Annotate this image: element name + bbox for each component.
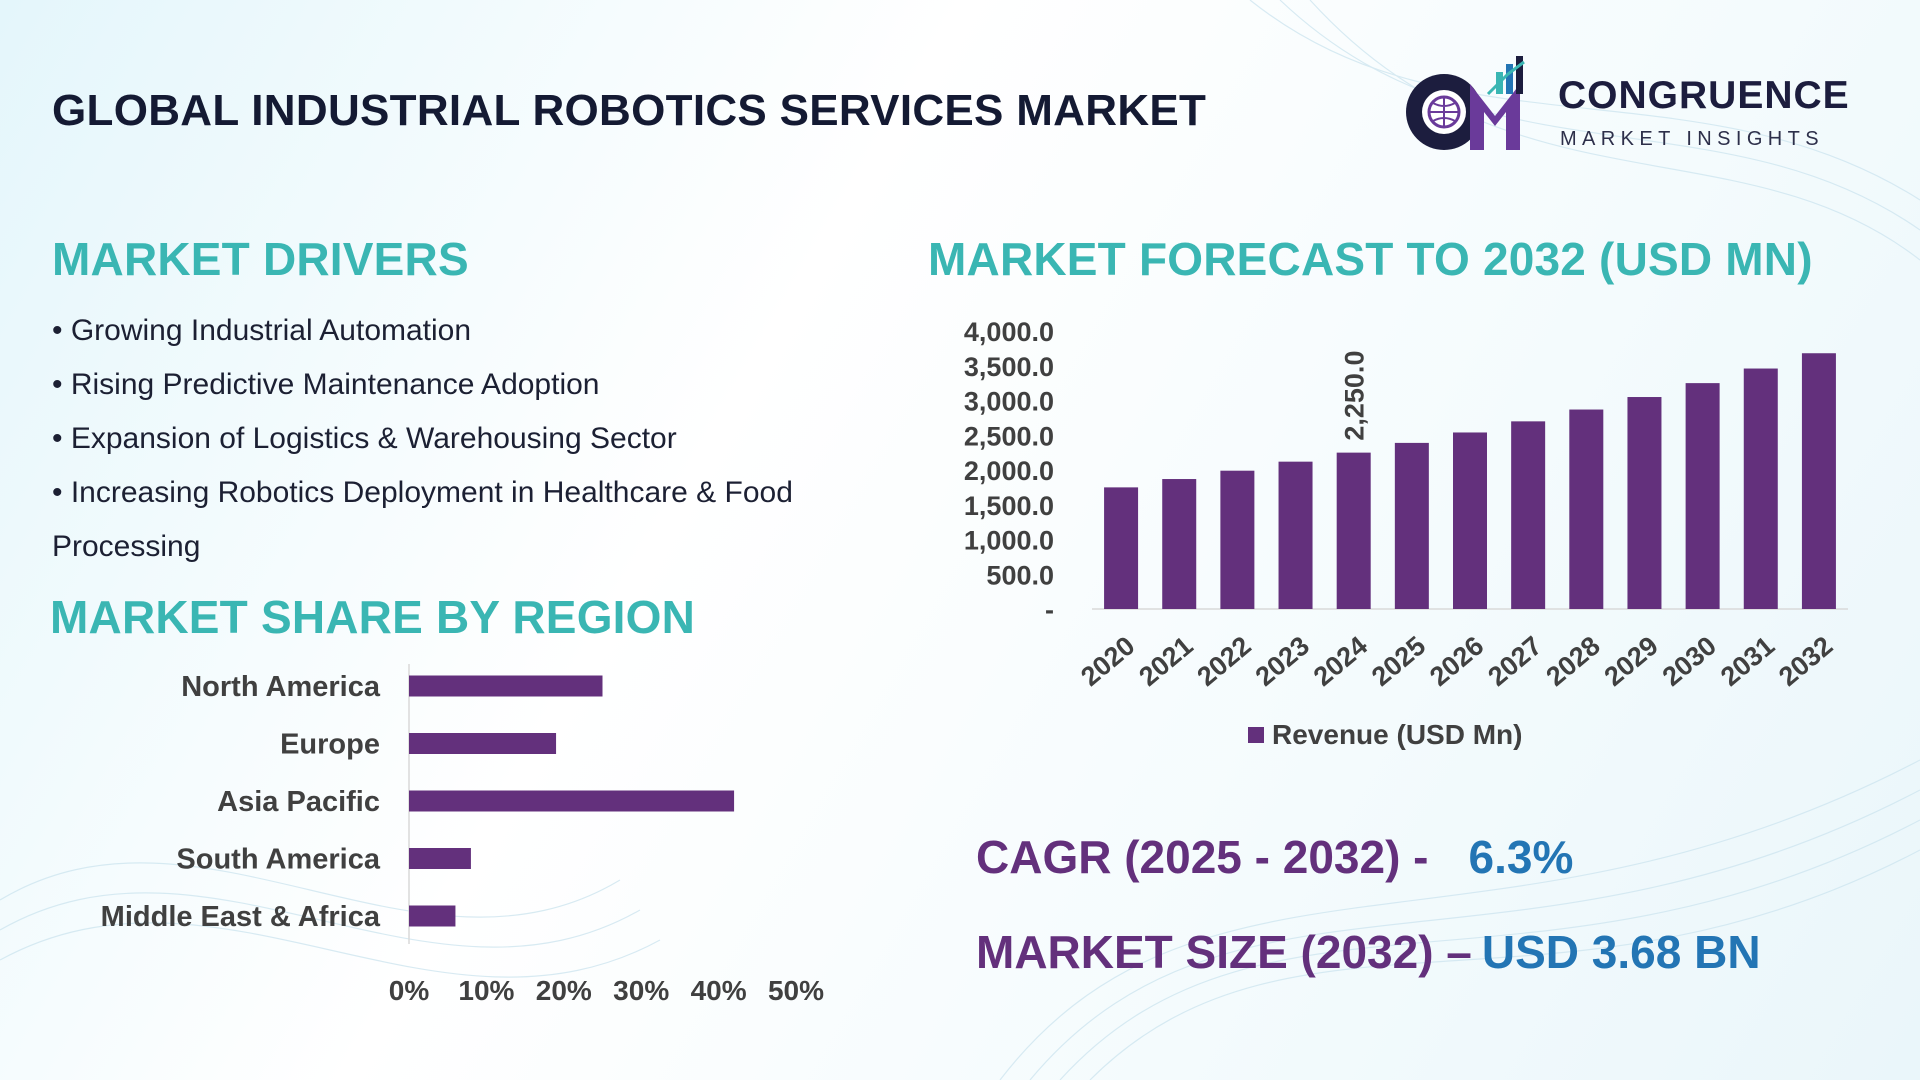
forecast-bar [1220,470,1255,609]
driver-item: • Growing Industrial Automation [52,314,472,347]
x-tick-label: 2030 [1657,630,1722,692]
x-tick-label: 40% [691,975,747,1006]
region-label: Middle East & Africa [101,901,381,933]
y-tick-label: 2,000.0 [964,456,1054,486]
y-tick-label: 2,500.0 [964,421,1054,451]
x-tick-label: 2024 [1308,630,1373,692]
forecast-bar [1627,397,1662,609]
region-bar [409,675,603,697]
cagr-kpi: CAGR (2025 - 2032) - 6.3% [976,830,1573,884]
region-label: Europe [280,729,380,761]
legend-label: Revenue (USD Mn) [1272,719,1522,750]
driver-item: • Rising Predictive Maintenance Adoption [52,368,600,401]
region-bar [409,733,557,754]
x-tick-label: 2021 [1133,630,1198,692]
logo-subtitle: MARKET INSIGHTS [1560,128,1824,150]
forecast-bar [1336,452,1371,609]
logo-name: CONGRUENCE [1558,74,1850,117]
forecast-bar [1278,461,1313,609]
x-tick-label: 2026 [1424,630,1489,692]
x-tick-label: 2022 [1192,630,1257,692]
cagr-value: 6.3% [1468,831,1574,883]
x-tick-label: 10% [458,975,514,1006]
forecast-bar [1511,421,1546,609]
forecast-bar [1104,487,1139,609]
forecast-bar [1743,368,1778,609]
market-size-label: MARKET SIZE (2032) – [976,926,1472,978]
x-tick-label: 2032 [1773,630,1838,692]
y-tick-label: 1,000.0 [964,526,1054,556]
region-bar [409,905,456,927]
cagr-label: CAGR (2025 - 2032) - [976,831,1429,883]
forecast-bar [1801,353,1836,609]
page-title: GLOBAL INDUSTRIAL ROBOTICS SERVICES MARK… [52,86,1207,135]
x-tick-label: 2031 [1715,630,1780,692]
x-tick-label: 0% [389,975,430,1006]
brand-logo: CONGRUENCE MARKET INSIGHTS [1400,54,1880,158]
y-tick-label: 4,000.0 [964,317,1054,347]
y-tick-label: 500.0 [986,560,1054,590]
region-bar [409,848,471,869]
forecast-bar [1569,409,1604,609]
y-tick-label: 3,500.0 [964,352,1054,382]
legend-swatch [1248,727,1264,743]
x-tick-label: 2025 [1366,630,1431,692]
x-tick-label: 20% [536,975,592,1006]
y-tick-label: 3,000.0 [964,387,1054,417]
driver-item: • Increasing Robotics Deployment in Heal… [52,476,793,563]
forecast-bar [1685,383,1720,609]
region-label: Asia Pacific [217,786,380,818]
x-tick-label: 2028 [1540,630,1605,692]
y-tick-label: - [1045,595,1054,625]
forecast-bar [1394,442,1429,609]
market-size-value: USD 3.68 BN [1481,926,1761,978]
x-tick-label: 2029 [1599,630,1664,692]
x-tick-label: 50% [768,975,824,1006]
market-size-kpi: MARKET SIZE (2032) – USD 3.68 BN [976,925,1761,979]
x-tick-label: 2020 [1075,630,1140,692]
x-tick-label: 2027 [1482,630,1547,692]
region-bar [409,790,735,812]
x-tick-label: 30% [613,975,669,1006]
logo-mark-icon [1406,56,1525,150]
driver-item: • Expansion of Logistics & Warehousing S… [52,422,677,455]
forecast-bar [1162,479,1197,609]
region-label: North America [181,671,381,703]
data-label: 2,250.0 [1340,351,1370,441]
drivers-heading: MARKET DRIVERS [52,233,469,285]
region-label: South America [176,844,380,876]
region-share-heading: MARKET SHARE BY REGION [50,591,696,643]
drivers-list: • Growing Industrial Automation • Rising… [52,304,932,574]
y-tick-label: 1,500.0 [964,491,1054,521]
forecast-heading: MARKET FORECAST TO 2032 (USD MN) [928,233,1813,285]
x-tick-label: 2023 [1250,630,1315,692]
forecast-bar [1453,432,1487,609]
